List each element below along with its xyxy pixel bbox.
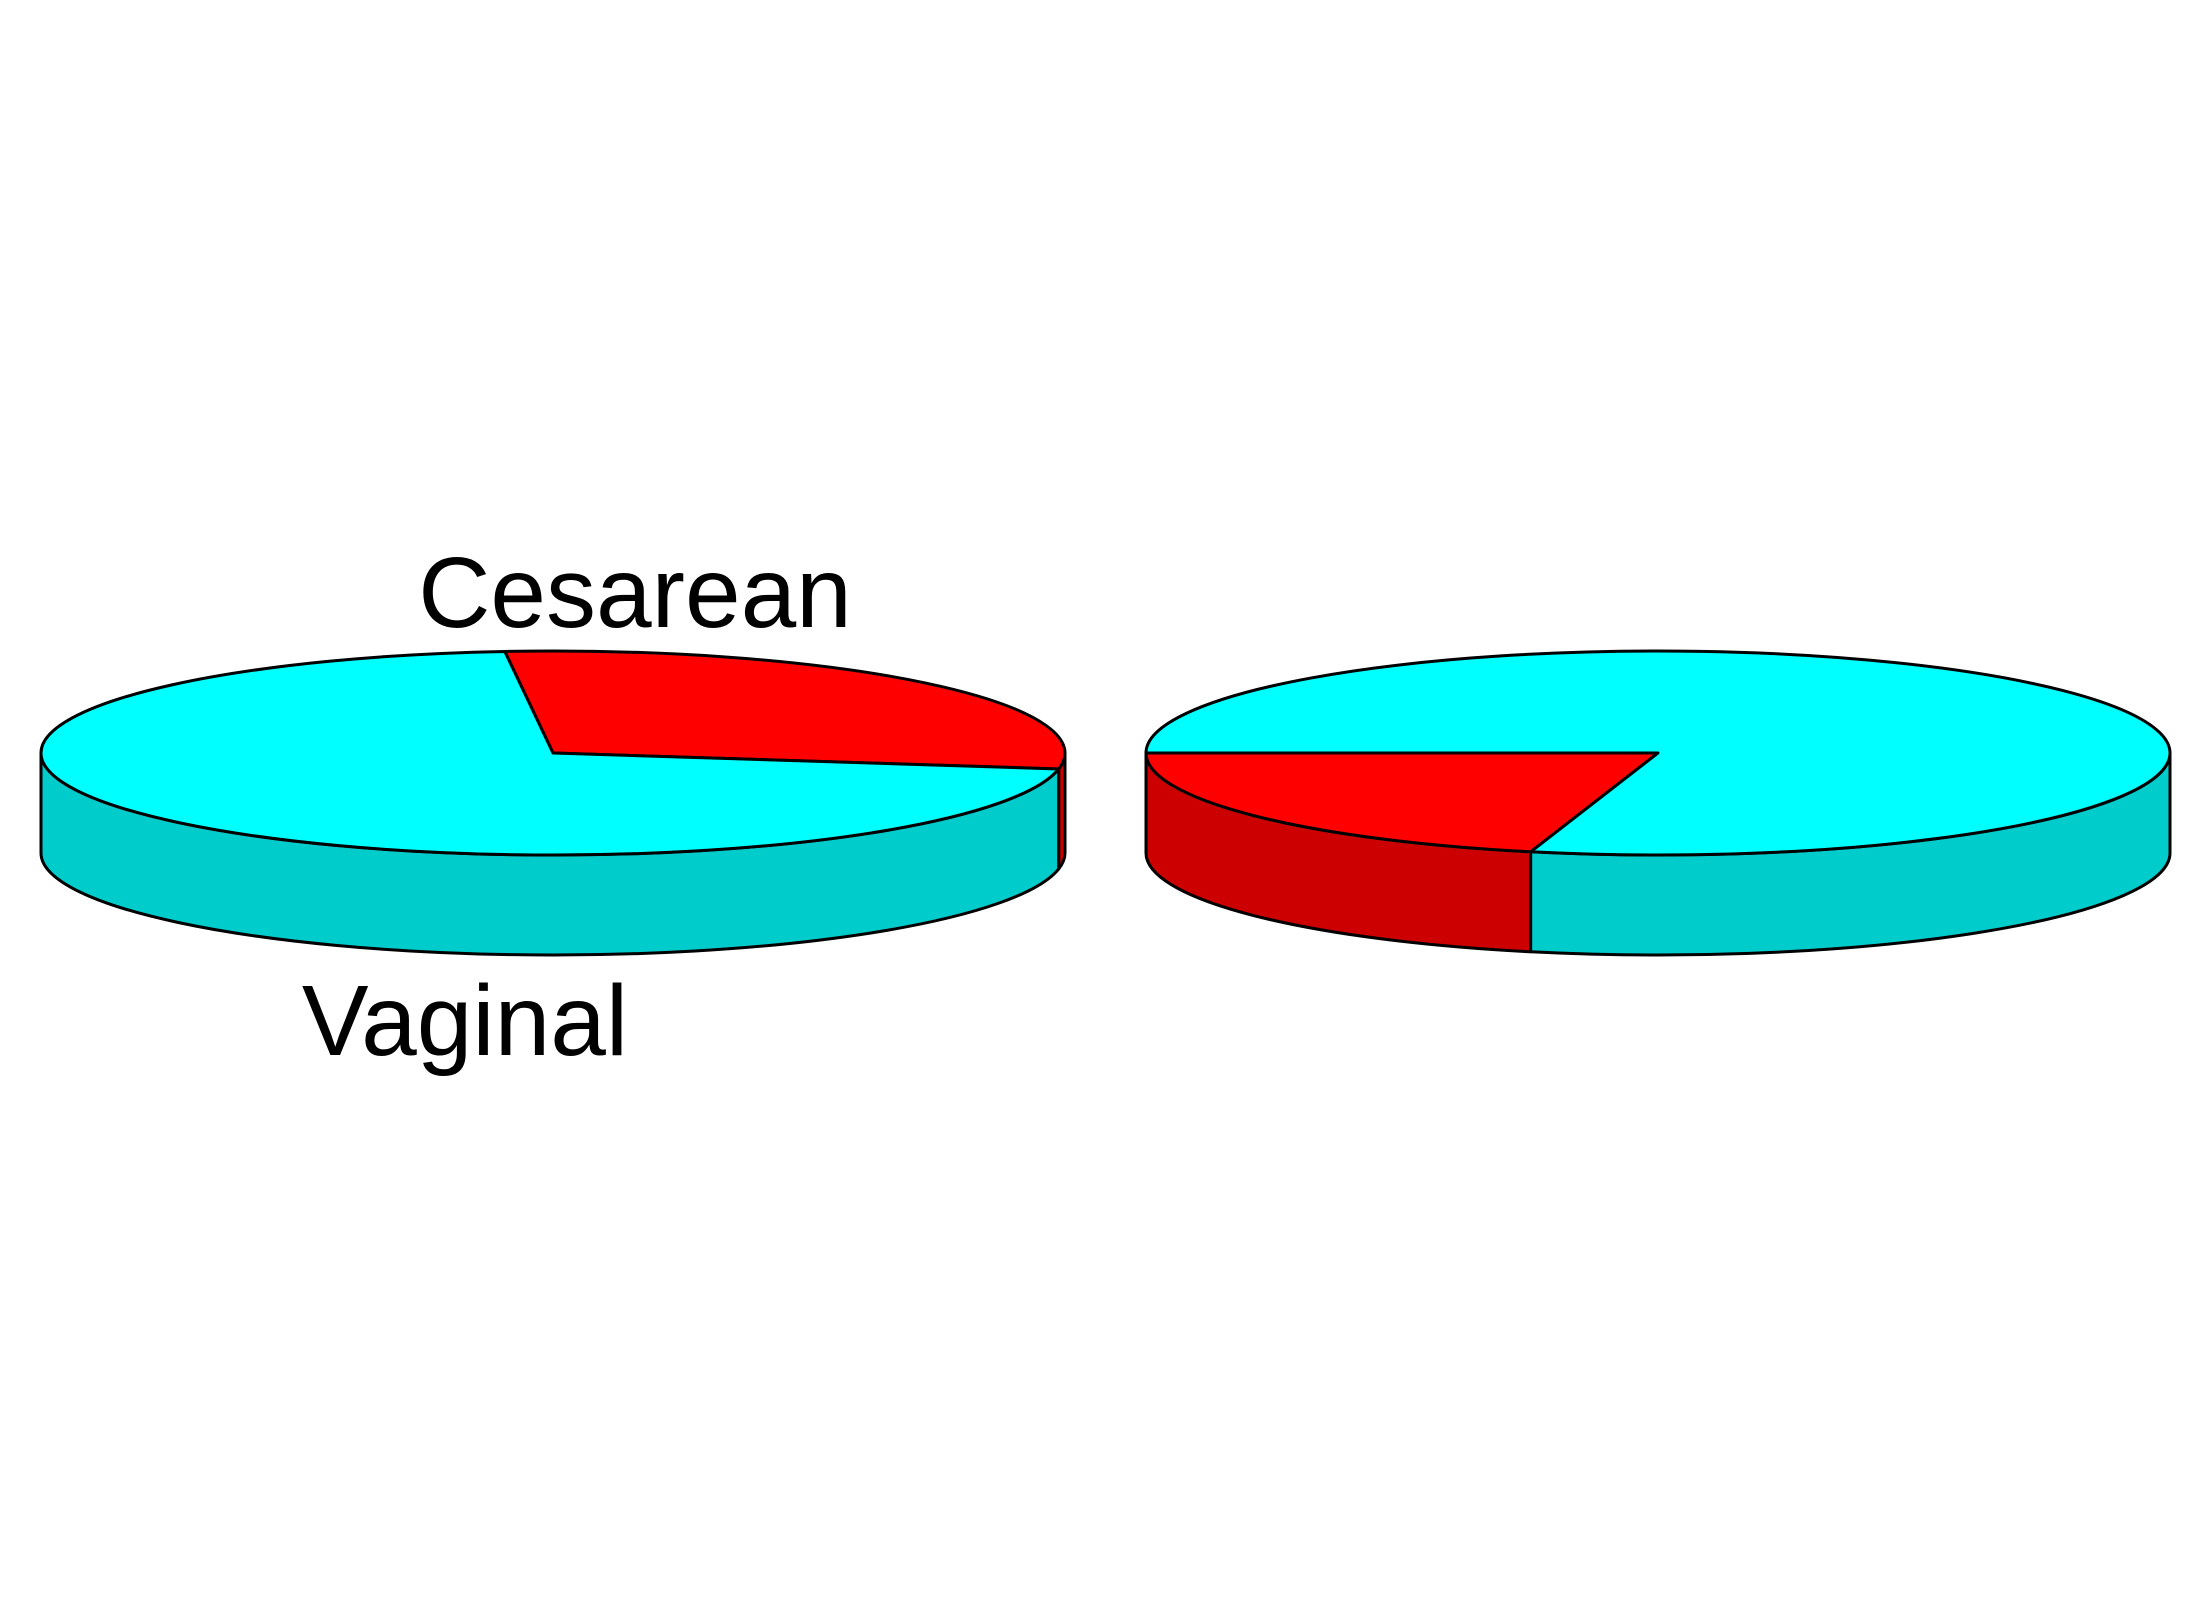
pie-1-slice-0-top <box>1144 751 1660 854</box>
pie-0-slice-0-top <box>503 649 1067 771</box>
pie-1-slice-1-top <box>1144 649 2172 857</box>
pie-chart-right <box>1144 649 2172 957</box>
slice-label-vaginal: Vaginal <box>302 965 628 1077</box>
pie-0-slice-1-top <box>39 649 1061 857</box>
pie-chart-left <box>39 649 1067 957</box>
slice-label-cesarean: Cesarean <box>418 537 852 649</box>
